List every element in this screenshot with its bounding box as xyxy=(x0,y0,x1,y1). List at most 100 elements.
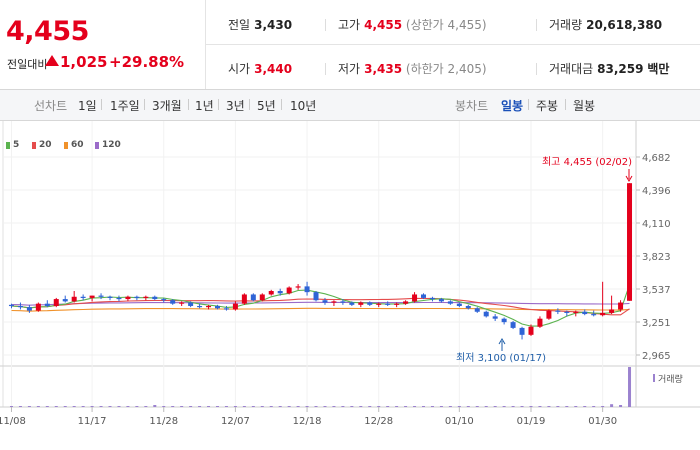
volume-bar xyxy=(547,406,551,407)
candle-daily[interactable]: 일봉 xyxy=(501,99,524,113)
y-tick-label: 3,823 xyxy=(642,252,671,263)
candle-body xyxy=(152,296,158,300)
change-amount: 1,025 xyxy=(60,53,108,71)
volume-bar xyxy=(395,406,399,407)
volume-bar xyxy=(413,406,417,407)
open-price: 시가 3,440 xyxy=(228,62,293,76)
candle-body xyxy=(250,294,256,301)
volume-bar xyxy=(135,406,139,407)
candle-body xyxy=(161,299,167,301)
candle-body xyxy=(268,290,274,295)
chart-toolbar: 선차트 1일 1주일 3개월 1년 3년 5년 10년 봉차트 일봉 주봉 월봉 xyxy=(0,90,700,121)
volume-bar xyxy=(153,405,157,407)
ma5-swatch xyxy=(6,142,10,149)
volume-legend-swatch xyxy=(653,374,655,382)
day-high: 고가 4,455 (상한가 4,455) xyxy=(338,18,487,32)
volume-bar xyxy=(466,406,470,407)
candle-body xyxy=(403,301,409,304)
candle-body xyxy=(376,303,382,305)
volume-bar xyxy=(574,406,578,407)
candle-body xyxy=(53,299,59,306)
candle-body xyxy=(35,303,41,311)
volume-bar xyxy=(233,406,237,407)
volume-bar xyxy=(565,406,569,407)
candle-body xyxy=(295,286,301,288)
period-1d[interactable]: 1일 xyxy=(78,99,97,113)
volume-bar xyxy=(126,406,130,407)
candle-body xyxy=(546,310,552,319)
candle-body xyxy=(429,297,435,300)
candle-body xyxy=(456,303,462,306)
candle-body xyxy=(367,302,373,305)
divider xyxy=(218,99,219,110)
volume-bar xyxy=(144,406,148,407)
candle-body xyxy=(80,296,86,298)
candle-body xyxy=(116,297,122,300)
divider xyxy=(281,99,282,110)
volume-bar xyxy=(171,406,175,407)
volume-bar xyxy=(36,406,40,407)
period-3m[interactable]: 3개월 xyxy=(152,99,182,113)
candle-monthly[interactable]: 월봉 xyxy=(573,99,596,113)
candle-body xyxy=(600,312,606,316)
volume-bar xyxy=(628,367,632,407)
candle-body xyxy=(421,294,427,298)
candle-body xyxy=(125,296,131,300)
candle-body xyxy=(573,311,579,313)
volume-bar xyxy=(117,406,121,407)
volume-bar xyxy=(162,406,166,407)
volume-bar xyxy=(9,406,13,407)
trade-value: 거래대금 83,259 백만 xyxy=(549,62,670,76)
volume-bar xyxy=(430,406,434,407)
volume-bar xyxy=(81,406,85,407)
x-tick-label: 11/17 xyxy=(78,416,107,427)
volume-bar xyxy=(556,406,560,407)
volume-stat: 거래량 20,618,380 xyxy=(549,18,663,32)
candle-body xyxy=(44,303,50,306)
candle-body xyxy=(349,302,355,305)
price-chart[interactable]: 거래량 4,6824,3964,1103,8233,5373,2512,965 … xyxy=(0,121,700,450)
volume-bar xyxy=(502,406,506,407)
candle-body xyxy=(26,307,32,311)
period-1w[interactable]: 1주일 xyxy=(110,99,140,113)
y-tick-label: 4,682 xyxy=(642,153,671,164)
candle-weekly[interactable]: 주봉 xyxy=(536,99,559,113)
current-price: 4,455 xyxy=(6,16,89,47)
prev-close: 전일 3,430 xyxy=(228,18,293,32)
candle-body xyxy=(143,296,149,298)
candle-body xyxy=(412,294,418,302)
change-label: 전일대비 xyxy=(7,58,48,71)
volume-bar xyxy=(251,406,255,407)
candle-body xyxy=(474,308,480,312)
volume-bar xyxy=(359,406,363,407)
volume-bar xyxy=(368,406,372,407)
period-10y[interactable]: 10년 xyxy=(290,99,317,113)
candle-body xyxy=(17,305,23,308)
candle-body xyxy=(331,301,337,303)
period-3y[interactable]: 3년 xyxy=(226,99,245,113)
x-tick-label: 11/28 xyxy=(149,416,178,427)
candle-body xyxy=(447,301,453,304)
high-arrow-head xyxy=(625,175,633,182)
candle-body xyxy=(232,303,238,310)
candle-body xyxy=(259,294,265,301)
x-tick-label: 11/08 xyxy=(0,416,26,427)
divider xyxy=(101,99,102,110)
volume-bar xyxy=(610,404,614,407)
period-1y[interactable]: 1년 xyxy=(195,99,214,113)
volume-bar xyxy=(332,406,336,407)
candle-body xyxy=(528,326,534,335)
candle-body xyxy=(465,305,471,309)
volume-bar xyxy=(305,406,309,407)
volume-bar xyxy=(108,406,112,407)
period-5y[interactable]: 5년 xyxy=(257,99,276,113)
candle-body xyxy=(277,290,283,294)
volume-bar xyxy=(287,406,291,407)
candle-body xyxy=(71,296,77,302)
candle-body xyxy=(555,310,561,312)
volume-bar xyxy=(224,406,228,407)
candle-body xyxy=(313,292,319,301)
divider xyxy=(565,99,566,110)
volume-bar xyxy=(27,406,31,407)
y-tick-label: 2,965 xyxy=(642,351,671,362)
